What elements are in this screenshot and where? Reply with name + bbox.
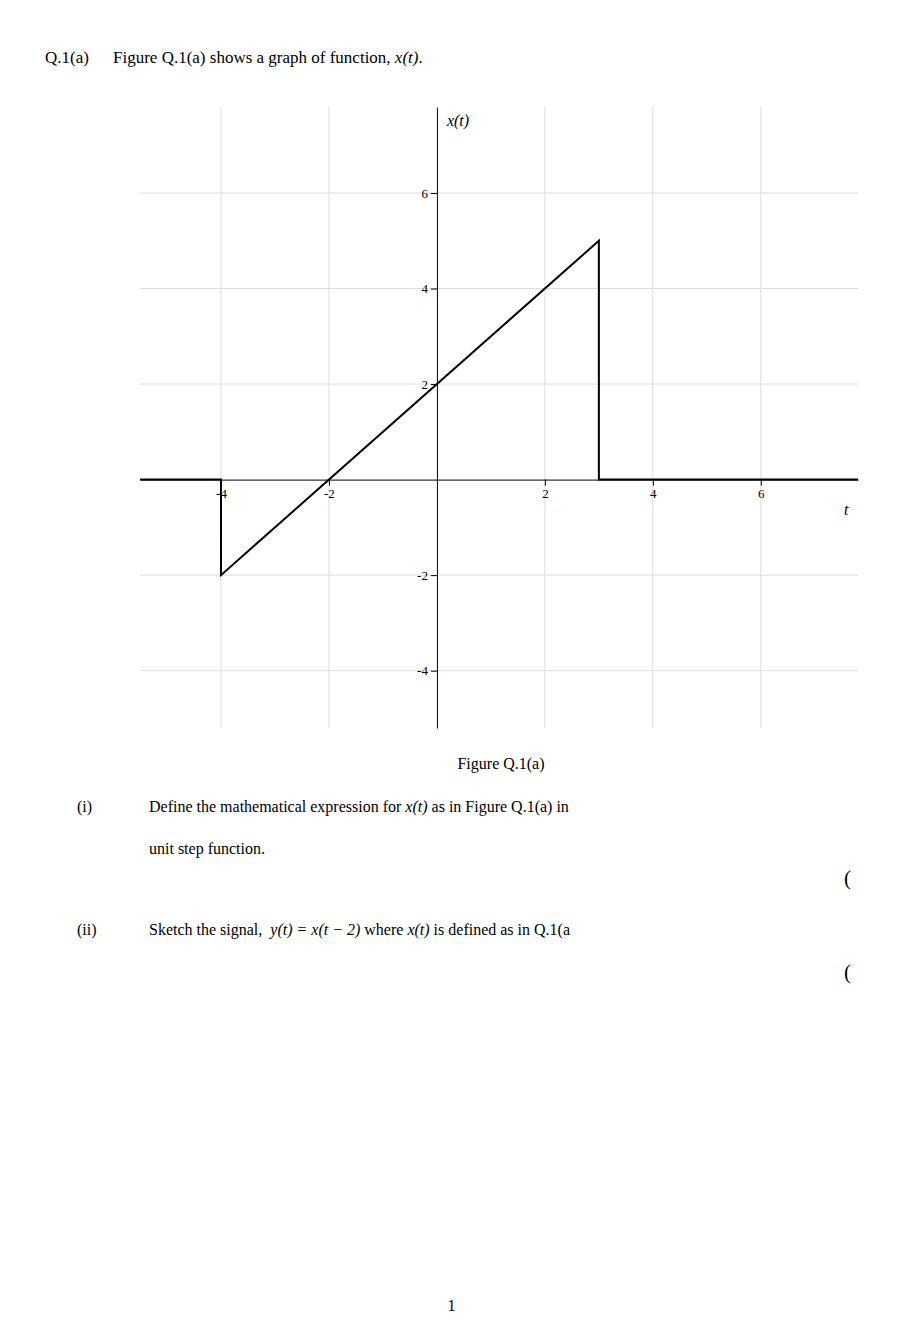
marks — [140, 241, 858, 575]
tick: 2 — [542, 480, 549, 501]
annotation: (i) Define the mathematical expression fo… — [77, 798, 569, 816]
annotation: ( — [844, 866, 851, 890]
annotation-piece: . — [418, 48, 422, 67]
grid-line-y — [140, 192, 858, 193]
annotation-piece: ( — [844, 960, 851, 984]
tick-mark — [431, 193, 437, 194]
annotation-piece: Figure Q.1(a) shows a graph of function, — [113, 48, 395, 67]
annotation: 1 — [448, 1297, 456, 1314]
annotation-piece: y(t) = x(t − 2) — [268, 921, 360, 939]
title: Figure Q.1(a) — [457, 755, 544, 773]
annotation-piece: (i) — [77, 798, 92, 816]
tick-label: -2 — [417, 568, 428, 583]
tick-label: 2 — [421, 377, 428, 392]
tick: 4 — [650, 480, 657, 501]
axis-line — [437, 108, 438, 729]
signal-line — [140, 241, 858, 575]
annotation-piece: x(t) — [394, 48, 419, 67]
tick-label: 4 — [650, 486, 657, 501]
annotation-piece: x(t) — [406, 921, 429, 939]
tick-mark — [545, 480, 546, 486]
grid-line-y — [140, 575, 858, 576]
annotation-piece: where — [360, 921, 407, 938]
annotation-piece: 1 — [448, 1297, 456, 1314]
page: -4-2246-4-2246tx(t)Figure Q.1(a)Q.1(a)Fi… — [0, 0, 903, 1335]
annotation-piece: unit step function. — [149, 840, 265, 858]
annotation-piece: ( — [844, 866, 851, 890]
annotation: Q.1(a) Figure Q.1(a) shows a graph of fun… — [45, 48, 423, 67]
tick-mark — [431, 671, 437, 672]
grid-line-y — [140, 384, 858, 385]
annotation: ( — [844, 960, 851, 984]
x-axis-label: t — [844, 501, 849, 518]
tick-label: 4 — [421, 281, 428, 296]
tick-label: -4 — [417, 663, 428, 678]
annotation-piece: is defined as in Q.1(a — [430, 921, 570, 939]
tick-label: 6 — [758, 486, 765, 501]
tick-label: -2 — [324, 486, 335, 501]
grid-line-x — [652, 107, 653, 728]
tick: -4 — [417, 663, 437, 678]
grid — [140, 107, 858, 728]
tick-mark — [431, 575, 437, 576]
y-axis-label: x(t) — [446, 112, 469, 130]
annotation-piece: Sketch the signal, — [149, 921, 270, 939]
tick-mark — [431, 289, 437, 290]
grid-line-x — [760, 107, 761, 728]
annotation-piece: as in Figure Q.1(a) in — [428, 798, 569, 816]
tick: -2 — [417, 568, 437, 583]
annotation: unit step function. — [149, 840, 265, 858]
tick: 6 — [758, 480, 765, 501]
annotation-piece: Define the mathematical expression for — [149, 798, 405, 816]
annotation-piece: (ii) — [77, 921, 97, 939]
annotation-piece: x(t) — [404, 798, 427, 816]
tick-label: 6 — [421, 186, 428, 201]
grid-line-x — [328, 107, 329, 728]
grid-line-x — [220, 107, 221, 728]
tick-label: 2 — [542, 486, 549, 501]
tick: 4 — [421, 281, 437, 296]
annotation-piece: Q.1(a) — [45, 48, 89, 67]
x-axis: -4-2246 — [141, 480, 859, 501]
y-axis: -4 -2 2 4 6 — [417, 108, 437, 729]
tick: 2 — [421, 377, 437, 392]
grid-line-y — [140, 288, 858, 289]
annotation: (ii) Sketch the signal, y(t) = x(t − 2) w… — [77, 921, 570, 939]
grid-line-x — [544, 107, 545, 728]
grid-line-y — [140, 670, 858, 671]
tick: 6 — [421, 186, 437, 201]
